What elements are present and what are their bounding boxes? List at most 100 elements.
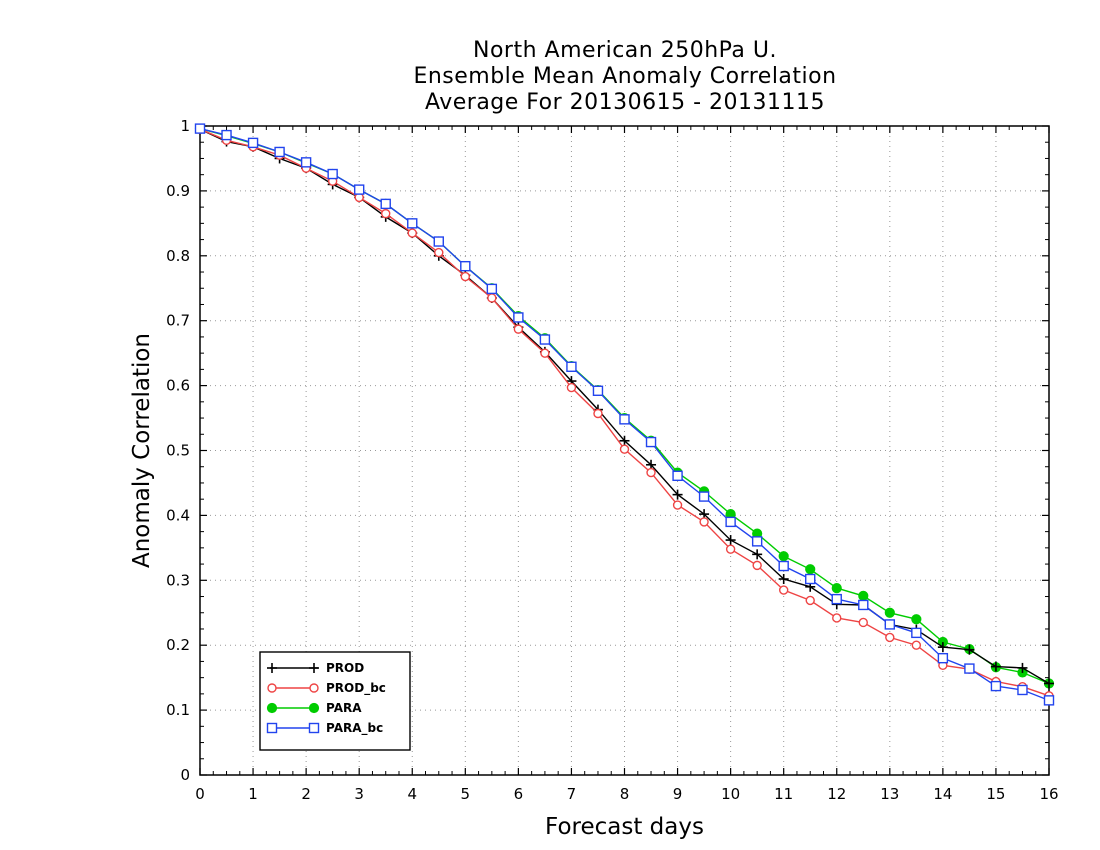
data-point: [831, 582, 842, 594]
data-point: [778, 551, 789, 562]
y-axis-title: Anomaly Correlation: [129, 333, 155, 568]
data-point: [566, 361, 577, 372]
data-point: [725, 535, 736, 546]
y-tick-label: 0.8: [166, 247, 190, 265]
legend-item: PARA_bc: [266, 721, 383, 736]
data-point: [566, 382, 577, 393]
data-point: [460, 260, 471, 272]
x-tick-label: 0: [195, 785, 205, 803]
data-point: [805, 564, 816, 575]
data-point: [513, 324, 524, 334]
data-point: [832, 613, 842, 623]
legend-label: PARA: [326, 701, 362, 715]
legend-marker-left: [266, 722, 278, 734]
data-point: [646, 467, 656, 478]
data-point: [752, 560, 762, 571]
data-point: [831, 593, 842, 605]
y-tick-label: 0.2: [166, 636, 190, 654]
data-point: [990, 661, 1001, 672]
data-point: [699, 517, 709, 527]
data-point: [1044, 678, 1054, 689]
y-tick-label: 0.7: [166, 312, 190, 330]
y-tick-label: 0.9: [166, 182, 190, 200]
x-tick-label: 5: [461, 785, 471, 803]
data-point: [539, 334, 551, 345]
legend-item: PARA: [266, 701, 362, 715]
data-point: [247, 137, 259, 149]
data-point: [911, 614, 922, 625]
series-line: [199, 128, 1050, 697]
data-point: [540, 348, 550, 358]
data-point: [407, 218, 418, 229]
data-point: [381, 208, 391, 219]
legend: PROD PROD_bc PARA PARA_bc: [259, 651, 411, 751]
data-point: [911, 640, 922, 650]
x-tick-label: 16: [1039, 785, 1058, 803]
data-point: [274, 146, 285, 158]
data-point: [805, 595, 815, 606]
data-point: [672, 470, 683, 482]
data-point: [619, 444, 630, 454]
x-tick-label: 15: [986, 785, 1005, 803]
data-point: [752, 549, 763, 560]
legend-marker-left: [266, 702, 278, 714]
series-layer: [194, 123, 1055, 706]
data-point: [725, 516, 736, 528]
y-tick-label: 0.4: [166, 506, 190, 524]
data-point: [672, 489, 683, 500]
data-point: [486, 283, 498, 295]
x-tick-label: 3: [354, 785, 364, 803]
legend-label: PARA_bc: [326, 721, 383, 736]
data-point: [805, 573, 816, 585]
legend-marker-right: [308, 722, 320, 734]
data-point: [964, 663, 975, 674]
y-tick-label: 0.6: [166, 377, 190, 395]
legend-marker-right: [309, 663, 319, 673]
data-point: [885, 632, 895, 643]
data-point: [990, 680, 1002, 692]
legend-marker-right: [309, 683, 319, 693]
data-point: [619, 414, 630, 425]
legend-item: PROD_bc: [267, 681, 386, 696]
data-point: [460, 271, 471, 282]
data-point: [884, 619, 896, 630]
y-tick-label: 0.3: [166, 571, 190, 589]
x-tick-label: 9: [673, 785, 683, 803]
data-point: [778, 574, 789, 585]
tick-labels: 0 1 2 3 4 5 6 7 8 9 10 11 12 13 14 15 1600.10.20.30.40.5…: [166, 117, 1058, 803]
x-tick-label: 8: [620, 785, 630, 803]
data-point: [593, 408, 603, 419]
x-tick-label: 2: [301, 785, 311, 803]
data-point: [1017, 662, 1028, 673]
x-tick-label: 1: [248, 785, 258, 803]
legend-label: PROD_bc: [326, 681, 386, 696]
data-point: [1017, 684, 1028, 696]
x-tick-label: 6: [514, 785, 524, 803]
legend-item: PROD: [267, 661, 364, 675]
chart-title-line-2: Ensemble Mean Anomaly Correlation: [413, 64, 837, 89]
data-point: [937, 642, 948, 653]
x-axis-title: Forecast days: [545, 814, 704, 840]
data-point: [725, 544, 736, 554]
legend-marker-right: [308, 702, 320, 714]
data-point: [937, 652, 949, 664]
data-point: [221, 129, 232, 141]
legend-label: PROD: [326, 661, 364, 675]
data-point: [778, 560, 789, 572]
data-point: [751, 536, 763, 547]
data-point: [884, 607, 895, 618]
y-tick-label: 0: [180, 766, 190, 784]
legend-marker-left: [267, 663, 277, 673]
series-para-bc: [194, 123, 1055, 706]
data-point: [619, 435, 630, 446]
axis-ticks: [199, 125, 1050, 776]
y-tick-label: 1: [180, 117, 190, 135]
data-point: [778, 585, 789, 595]
x-tick-label: 14: [933, 785, 952, 803]
data-point: [858, 617, 868, 628]
data-point: [964, 644, 975, 655]
data-point: [487, 293, 497, 303]
x-tick-label: 13: [880, 785, 899, 803]
data-point: [645, 436, 657, 448]
